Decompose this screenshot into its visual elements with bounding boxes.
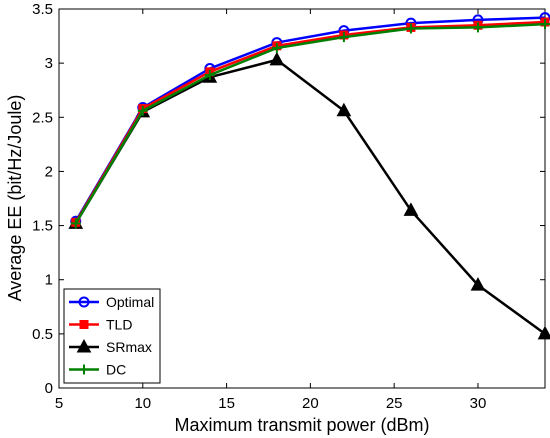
- legend-entry-optimal: Optimal: [69, 294, 154, 310]
- series-line-dc: [74, 22, 546, 225]
- x-axis-label: Maximum transmit power (dBm): [174, 415, 429, 435]
- x-tick-label: 20: [302, 395, 319, 412]
- x-tick-label: 15: [218, 395, 235, 412]
- data-point-dc: [204, 70, 215, 81]
- legend-marker: [79, 320, 89, 329]
- legend-entry-srmax: SRmax: [69, 338, 152, 355]
- legend-entry-dc: DC: [69, 362, 126, 378]
- y-tick-label: 3.5: [32, 1, 53, 18]
- legend-label: SRmax: [106, 339, 152, 355]
- y-tick-label: 2: [45, 163, 53, 180]
- y-axis-label: Average EE (bit/Hz/Joule): [5, 95, 25, 302]
- data-point-srmax: [269, 51, 285, 66]
- data-point-dc: [405, 23, 416, 34]
- series-line-tld: [74, 20, 546, 223]
- legend-label: Optimal: [106, 294, 154, 310]
- legend-marker: [76, 338, 92, 353]
- legend-label: DC: [106, 362, 126, 378]
- x-tick-label: 30: [470, 395, 487, 412]
- x-tick-label: 5: [55, 395, 63, 412]
- data-point-dc: [271, 42, 282, 53]
- x-tick-label: 25: [386, 395, 403, 412]
- x-tick-label: 10: [134, 395, 151, 412]
- series-line-optimal: [74, 16, 546, 222]
- y-tick-label: 1: [45, 272, 53, 289]
- data-series: [68, 12, 550, 340]
- axis-ticks: 5 10 15 20 25 30 0 0.5 1 1.5 2 2.5 3 3.5: [32, 1, 545, 412]
- data-point-dc: [338, 32, 349, 43]
- data-point-srmax: [537, 325, 550, 340]
- legend: Optimal TLD SRmax DC: [63, 288, 161, 384]
- y-tick-label: 2.5: [32, 109, 53, 126]
- legend-entry-tld: TLD: [69, 317, 132, 333]
- y-tick-label: 0.5: [32, 326, 53, 343]
- data-point-srmax: [336, 102, 352, 117]
- y-tick-label: 0: [45, 380, 53, 397]
- legend-marker: [78, 296, 90, 308]
- y-tick-label: 1.5: [32, 218, 53, 235]
- data-point-dc: [70, 218, 81, 229]
- data-point-dc: [137, 105, 148, 116]
- legend-marker: [79, 364, 89, 375]
- legend-label: TLD: [106, 317, 132, 333]
- series-dc: [70, 19, 550, 229]
- data-point-srmax: [470, 277, 486, 291]
- data-point-dc: [472, 22, 483, 33]
- data-point-dc: [540, 19, 550, 30]
- data-point-srmax: [403, 202, 419, 216]
- y-tick-label: 3: [45, 55, 53, 72]
